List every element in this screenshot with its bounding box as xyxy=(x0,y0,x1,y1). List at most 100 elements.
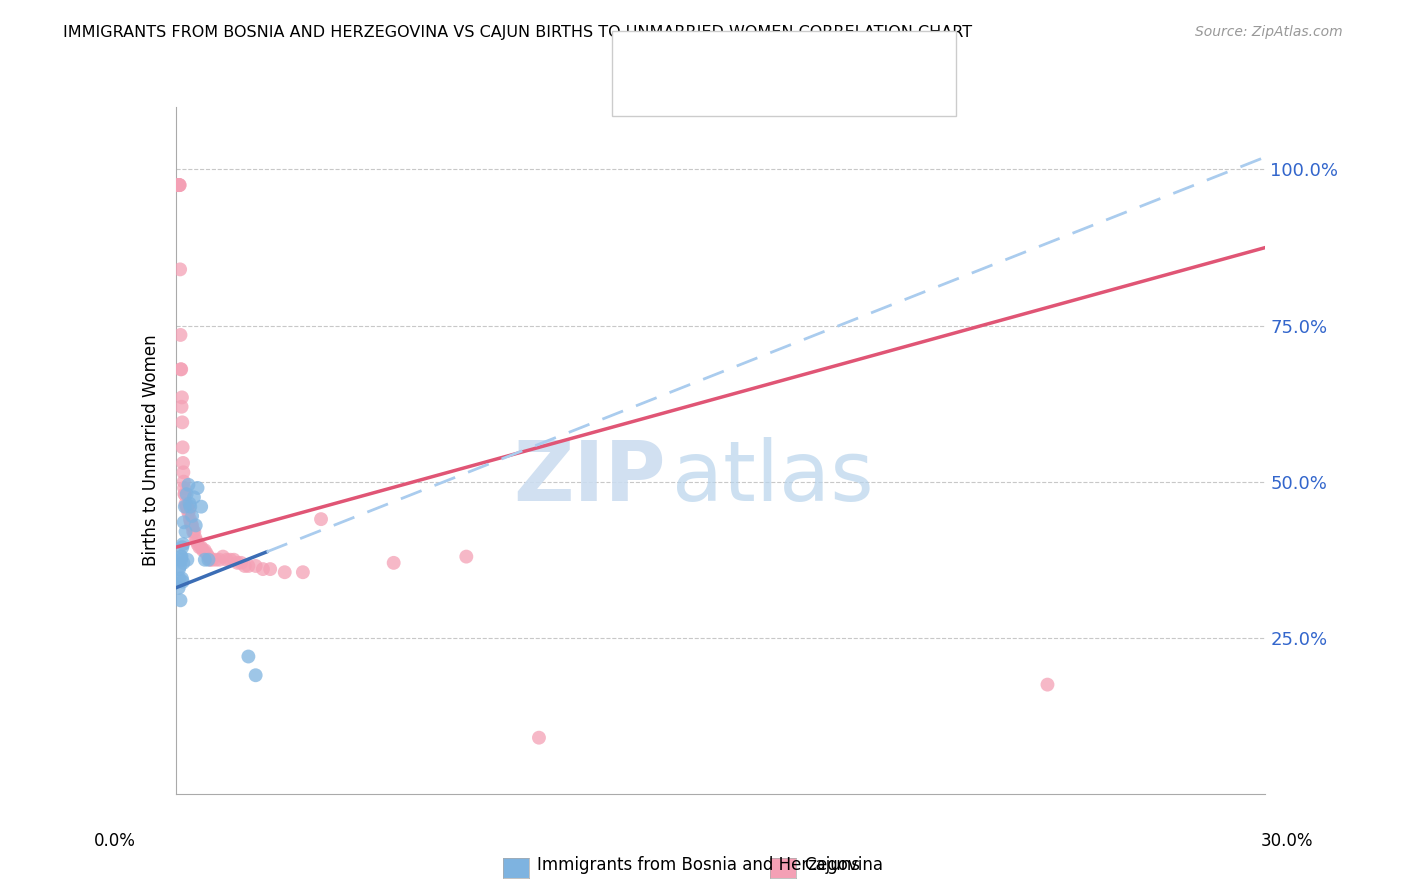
Point xyxy=(172,416,194,430)
Point xyxy=(173,487,195,501)
Point xyxy=(172,440,194,454)
Text: Source: ZipAtlas.com: Source: ZipAtlas.com xyxy=(1195,25,1343,39)
Point xyxy=(180,518,202,533)
Text: 30.0%: 30.0% xyxy=(1260,831,1313,849)
Point xyxy=(170,572,193,586)
Point xyxy=(170,391,193,405)
Point xyxy=(309,512,332,526)
Point xyxy=(173,475,195,489)
Point xyxy=(179,512,201,526)
Y-axis label: Births to Unmarried Women: Births to Unmarried Women xyxy=(142,334,160,566)
Point xyxy=(212,549,235,564)
Point xyxy=(169,328,191,343)
Text: R = 0.202   N = 63: R = 0.202 N = 63 xyxy=(665,82,863,103)
Point xyxy=(190,541,212,555)
Point xyxy=(176,500,198,514)
Point xyxy=(238,558,260,574)
Point xyxy=(1036,678,1059,692)
Point xyxy=(174,500,197,514)
Point xyxy=(172,541,194,555)
Point xyxy=(219,552,242,567)
Point xyxy=(172,466,194,480)
Point xyxy=(180,516,202,530)
Point xyxy=(245,558,267,574)
Point xyxy=(186,533,208,548)
Point xyxy=(259,562,281,576)
Point xyxy=(174,524,197,539)
Text: 0.0%: 0.0% xyxy=(94,831,136,849)
Point xyxy=(170,549,193,564)
Point xyxy=(170,400,193,414)
Point xyxy=(208,552,231,567)
Text: atlas: atlas xyxy=(672,437,873,518)
Point xyxy=(238,649,260,664)
Text: ZIP: ZIP xyxy=(513,437,666,518)
Point xyxy=(226,556,249,570)
Point xyxy=(174,496,197,510)
Point xyxy=(197,552,219,567)
Point xyxy=(190,500,212,514)
Point xyxy=(170,549,193,564)
Point xyxy=(172,574,194,589)
Point xyxy=(167,178,190,193)
Point xyxy=(177,478,200,492)
Point xyxy=(181,508,204,523)
Point xyxy=(172,456,194,470)
Point xyxy=(176,487,198,501)
Point xyxy=(173,487,195,501)
Text: R = 0.334   N = 30: R = 0.334 N = 30 xyxy=(665,47,863,68)
Point xyxy=(252,562,274,576)
Point xyxy=(184,531,207,545)
Point xyxy=(169,178,191,193)
Point xyxy=(200,552,222,567)
Point xyxy=(167,178,190,193)
Point xyxy=(167,581,190,595)
Point xyxy=(173,516,195,530)
Point xyxy=(527,731,550,745)
Point xyxy=(204,552,226,567)
Point xyxy=(231,556,253,570)
Point xyxy=(167,178,190,193)
Point xyxy=(197,549,219,564)
Point xyxy=(177,506,200,520)
Point xyxy=(172,556,194,570)
Point xyxy=(170,362,193,376)
Point xyxy=(201,552,224,567)
Point xyxy=(184,518,207,533)
Point xyxy=(186,537,209,551)
Point xyxy=(173,481,195,495)
Point xyxy=(186,481,209,495)
Point xyxy=(166,178,188,193)
Point xyxy=(222,552,245,567)
Point xyxy=(176,552,198,567)
Point xyxy=(183,524,205,539)
Point xyxy=(456,549,478,564)
Point xyxy=(291,566,314,580)
Point xyxy=(179,503,201,517)
Point xyxy=(169,558,191,574)
Point xyxy=(188,541,211,555)
Point xyxy=(170,362,193,376)
Point xyxy=(167,562,190,576)
Point xyxy=(173,500,195,514)
Point xyxy=(169,262,191,277)
Point xyxy=(382,556,405,570)
Text: IMMIGRANTS FROM BOSNIA AND HERZEGOVINA VS CAJUN BIRTHS TO UNMARRIED WOMEN CORREL: IMMIGRANTS FROM BOSNIA AND HERZEGOVINA V… xyxy=(63,25,973,40)
Point xyxy=(169,593,191,607)
Point xyxy=(215,552,238,567)
Point xyxy=(169,178,191,193)
Point xyxy=(191,543,214,558)
Point xyxy=(183,491,205,505)
Point xyxy=(195,546,218,561)
Point xyxy=(181,524,204,539)
Point xyxy=(194,543,217,558)
Point xyxy=(181,518,204,533)
Point xyxy=(169,572,191,586)
Text: Cajuns: Cajuns xyxy=(804,856,860,874)
Point xyxy=(274,566,297,580)
Point xyxy=(172,537,194,551)
Point xyxy=(194,552,217,567)
Point xyxy=(245,668,267,682)
Point xyxy=(170,552,193,567)
Point xyxy=(233,558,256,574)
